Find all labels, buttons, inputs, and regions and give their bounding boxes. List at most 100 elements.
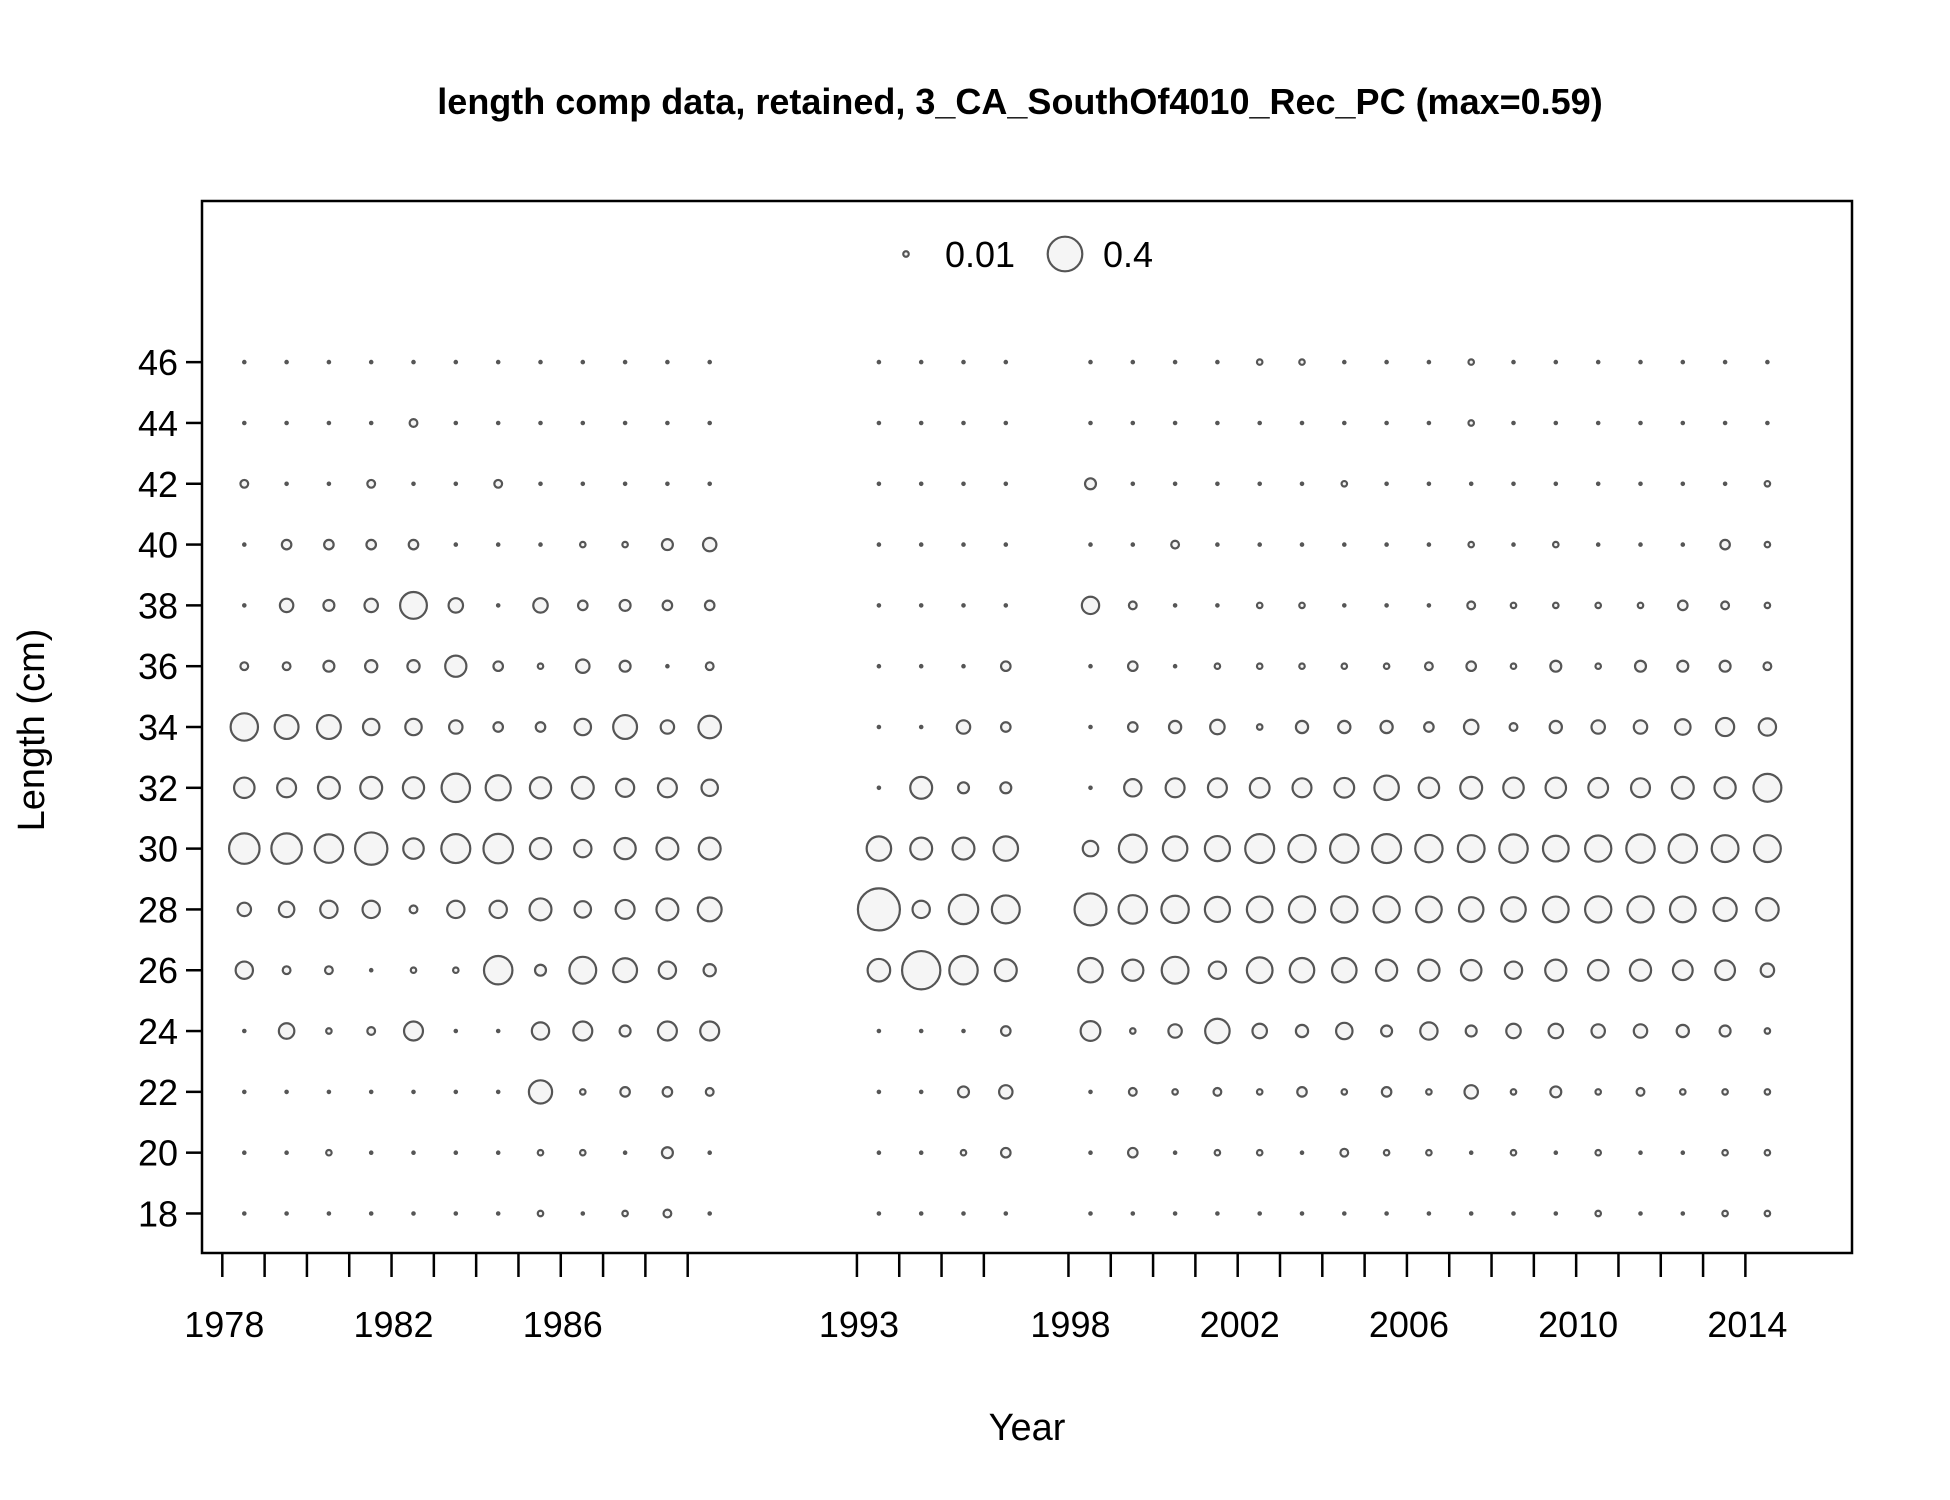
bubble [580, 420, 586, 426]
bubble [1257, 1211, 1263, 1216]
bubble [707, 359, 713, 365]
bubble [404, 717, 423, 737]
bubble [578, 1148, 587, 1157]
bubble [696, 896, 723, 923]
bubble [440, 833, 472, 865]
bubble [961, 663, 966, 669]
bubble [911, 899, 931, 920]
x-axis: 1978 1982 1986 1993 1998 2002 2006 2010 2014 [184, 1253, 1787, 1345]
bubble [242, 1089, 247, 1095]
bubble [876, 785, 882, 791]
bubble [1003, 1211, 1009, 1216]
bubble [1632, 719, 1649, 735]
bubble [660, 1146, 674, 1160]
bubble [1459, 958, 1483, 982]
bubble [1339, 1147, 1350, 1158]
bubble [1594, 1209, 1603, 1218]
bubble [1342, 1211, 1347, 1216]
bubble [495, 603, 501, 608]
bubble [1668, 895, 1697, 924]
bubble [1763, 1209, 1772, 1218]
bubble [876, 481, 882, 487]
bubble [621, 1209, 629, 1218]
bubble [1080, 595, 1101, 616]
bubble [573, 900, 593, 919]
bubble [1373, 774, 1400, 802]
bubble [368, 420, 374, 426]
bubble [1167, 719, 1183, 735]
y-tick-label: 26 [138, 950, 178, 991]
bubble [1380, 1086, 1393, 1098]
bubble [661, 1086, 674, 1098]
bubble [1206, 777, 1228, 799]
bubble [1248, 776, 1271, 799]
bubble [961, 1211, 966, 1216]
bubble [1763, 479, 1772, 488]
bubble [1502, 776, 1525, 800]
bubble [1083, 477, 1098, 491]
bubble [1680, 1150, 1686, 1156]
bubble [1337, 719, 1352, 735]
bubble [1625, 833, 1656, 864]
bubble [242, 420, 247, 426]
bubble [580, 359, 586, 365]
bubble [1244, 833, 1276, 865]
y-tick-label: 34 [138, 707, 178, 748]
bubble [1466, 600, 1477, 611]
bubbles-layer [227, 358, 1783, 1219]
bubble [618, 659, 632, 673]
bubble [1384, 603, 1389, 608]
bubble [528, 836, 553, 861]
bubble [399, 590, 428, 620]
bubble [876, 1211, 882, 1216]
bubble [1164, 777, 1186, 799]
bubble [365, 538, 378, 551]
bubble [707, 420, 713, 426]
bubble [411, 1089, 416, 1095]
bubble [918, 1028, 924, 1034]
bubble [876, 542, 882, 547]
bubble [1633, 659, 1648, 673]
legend-bubble [1046, 235, 1084, 273]
bubble [961, 481, 966, 487]
bubble [1680, 481, 1686, 487]
bubble [918, 420, 924, 426]
bubble [1417, 776, 1441, 800]
bubble [1288, 956, 1316, 984]
bubble [918, 481, 924, 487]
bubble [1340, 662, 1349, 671]
bubble [1713, 776, 1737, 800]
bubble [1426, 1211, 1432, 1216]
x-tick-label: 2014 [1707, 1304, 1787, 1345]
bubble [1541, 834, 1570, 863]
bubble [536, 1148, 545, 1157]
bubble [488, 899, 508, 920]
bubble [1541, 895, 1570, 924]
bubble [1257, 420, 1263, 426]
bubble [1215, 359, 1220, 365]
bubble [1255, 1148, 1264, 1157]
bubble [538, 481, 543, 487]
bubble [1299, 1150, 1305, 1156]
bubble [1088, 420, 1093, 426]
bubble [1287, 833, 1317, 864]
bubble [1088, 724, 1093, 730]
bubble [361, 717, 381, 737]
bubble [1638, 1211, 1643, 1216]
bubble [1172, 481, 1178, 487]
bubble [707, 1211, 713, 1216]
bubble [1670, 775, 1695, 800]
bubble [961, 603, 966, 608]
bubble [876, 603, 882, 608]
bubble [451, 966, 460, 975]
bubble [700, 778, 719, 798]
bubble [440, 772, 472, 804]
bubble [1298, 358, 1306, 366]
x-tick-label: 2010 [1538, 1304, 1618, 1345]
bubble [699, 1020, 721, 1042]
bubble [1721, 1209, 1729, 1218]
bubble [1426, 603, 1432, 608]
bubble [280, 538, 293, 551]
bubble [368, 1089, 374, 1095]
bubble [1172, 359, 1178, 365]
